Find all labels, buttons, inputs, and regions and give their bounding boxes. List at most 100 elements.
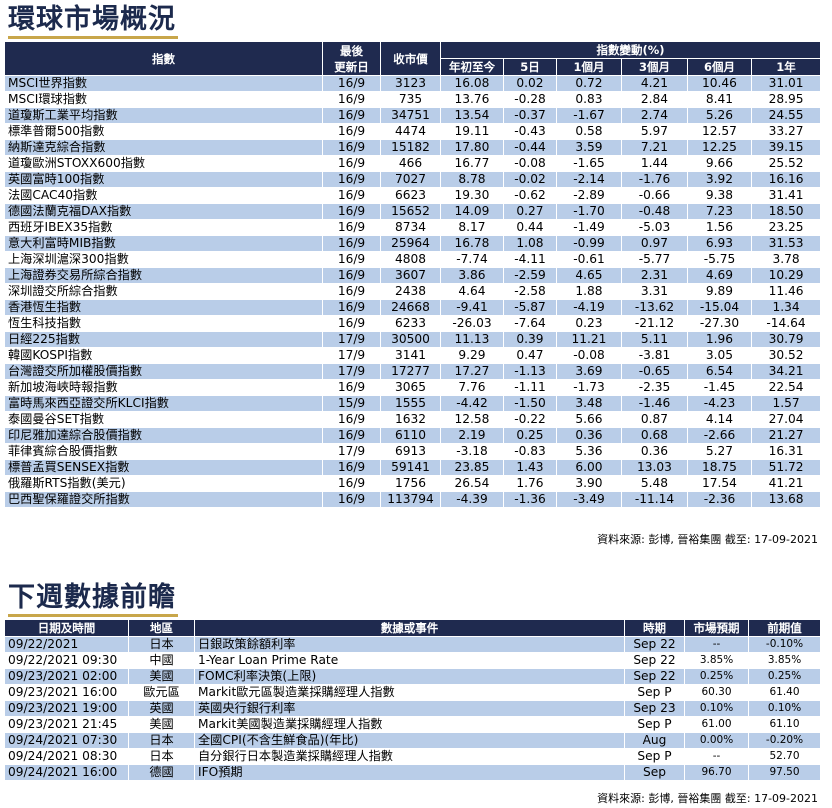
change-value: -4.11 (503, 251, 557, 268)
index-name: 恆生科技指數 (4, 315, 323, 332)
last-update-date: 17/9 (322, 347, 381, 364)
index-name: 道瓊歐洲STOXX600指數 (4, 155, 323, 172)
change-value: -0.99 (556, 235, 622, 252)
index-name: 深圳證交所綜合指數 (4, 283, 323, 300)
market-source-note: 資料來源: 彭博, 晉裕集團 截至: 17-09-2021 (597, 533, 818, 546)
index-name: 台灣證交所加權股價指數 (4, 363, 323, 380)
change-value: 16.31 (750, 443, 822, 460)
index-name: 道瓊斯工業平均指數 (4, 107, 323, 124)
last-update-date: 16/9 (322, 379, 381, 396)
change-value: 0.27 (503, 203, 557, 220)
event-forecast: 96.70 (684, 764, 749, 781)
event-forecast: -- (684, 748, 749, 765)
header-change-group: 指數變動(%) (439, 41, 822, 59)
event-period: Sep P (624, 716, 685, 733)
change-value: 0.97 (621, 235, 688, 252)
index-name: 西班牙IBEX35指數 (4, 219, 323, 236)
close-value: 6623 (380, 187, 441, 204)
change-value: 0.87 (621, 411, 688, 428)
change-value: 13.54 (440, 107, 504, 124)
change-value: 4.64 (440, 283, 504, 300)
change-value: 19.11 (440, 123, 504, 140)
change-value: -7.74 (440, 251, 504, 268)
table-row: 標準普爾500指數 16/9 4474 19.11 -0.43 0.58 5.97 12.57… (4, 123, 822, 140)
event-forecast: 61.00 (684, 716, 749, 733)
event-previous: 97.50 (748, 764, 821, 781)
table-row: 09/24/2021 08:30 日本 自分銀行日本製造業採購經理人指數 Sep P-… (4, 748, 821, 765)
table-row: 台灣證交所加權股價指數 17/9 17277 17.27 -1.13 3.69 -0.65 6… (4, 363, 822, 380)
change-value: -4.23 (687, 395, 752, 412)
change-value: 28.95 (750, 91, 822, 108)
change-value: 8.41 (687, 91, 752, 108)
index-name: 富時馬來西亞證交所KLCI指數 (4, 395, 323, 412)
change-value: 3.86 (440, 267, 504, 284)
change-value: 13.68 (750, 491, 822, 508)
last-update-date: 16/9 (322, 75, 381, 92)
event-datetime: 09/23/2021 21:45 (4, 716, 129, 733)
change-value: 5.36 (556, 443, 622, 460)
close-value: 735 (380, 91, 441, 108)
change-value: 7.76 (440, 379, 504, 396)
last-update-date: 16/9 (322, 475, 381, 492)
event-region: 德國 (128, 764, 195, 781)
table-row: 泰國曼谷SET指數 16/9 1632 12.58 -0.22 5.66 0.87 4.14 2… (4, 411, 822, 428)
change-value: -5.87 (503, 299, 557, 316)
last-update-date: 16/9 (322, 219, 381, 236)
change-value: 3.31 (621, 283, 688, 300)
table-row: 巴西聖保羅證交所指數 16/9 113794 -4.39 -1.36 -3.49 -11.1… (4, 491, 822, 508)
change-value: 2.74 (621, 107, 688, 124)
change-value: 1.76 (503, 475, 557, 492)
table-row: 法國CAC40指數 16/9 6623 19.30 -0.62 -2.89 -0.66 9.3… (4, 187, 822, 204)
change-value: -26.03 (440, 315, 504, 332)
change-value: -2.36 (687, 491, 752, 508)
change-value: 24.55 (750, 107, 822, 124)
change-value: 30.79 (750, 331, 822, 348)
change-value: -0.37 (503, 107, 557, 124)
change-value: 4.21 (621, 75, 688, 92)
last-update-date: 16/9 (322, 187, 381, 204)
change-value: 23.85 (440, 459, 504, 476)
header-period-1: 5日 (503, 58, 557, 76)
change-value: -2.66 (687, 427, 752, 444)
change-value: 8.78 (440, 171, 504, 188)
change-value: 16.78 (440, 235, 504, 252)
change-value: -1.36 (503, 491, 557, 508)
change-value: -1.73 (556, 379, 622, 396)
change-value: 6.54 (687, 363, 752, 380)
change-value: 5.26 (687, 107, 752, 124)
table-row: 英國富時100指數 16/9 7027 8.78 -0.02 -2.14 -1.76 3.92… (4, 171, 822, 188)
change-value: 1.43 (503, 459, 557, 476)
change-value: 17.27 (440, 363, 504, 380)
change-value: 31.53 (750, 235, 822, 252)
index-name: MSCI世界指數 (4, 75, 323, 92)
table-row: 俄羅斯RTS指數(美元) 16/9 1756 26.54 1.76 3.90 5.48 17.… (4, 475, 822, 492)
change-value: 0.72 (556, 75, 622, 92)
change-value: 7.21 (621, 139, 688, 156)
event-region: 日本 (128, 636, 195, 653)
event-name: 日銀政策餘額利率 (194, 636, 625, 653)
event-previous: 0.10% (748, 700, 821, 717)
last-update-date: 17/9 (322, 363, 381, 380)
event-name: 自分銀行日本製造業採購經理人指數 (194, 748, 625, 765)
change-value: 10.29 (750, 267, 822, 284)
header-period-2: 1個月 (556, 58, 622, 76)
event-datetime: 09/24/2021 08:30 (4, 748, 129, 765)
index-name: 菲律賓綜合股價指數 (4, 443, 323, 460)
event-region: 英國 (128, 700, 195, 717)
change-value: -0.66 (621, 187, 688, 204)
change-value: 1.88 (556, 283, 622, 300)
close-value: 24668 (380, 299, 441, 316)
change-value: 3.59 (556, 139, 622, 156)
last-update-date: 16/9 (322, 283, 381, 300)
close-value: 6110 (380, 427, 441, 444)
market-overview-title: 環球市場概況 (8, 4, 178, 39)
table-row: 上海深圳滬深300指數 16/9 4808 -7.74 -4.11 -0.61 -5.77-… (4, 251, 822, 268)
change-value: 27.04 (750, 411, 822, 428)
header-region: 地區 (128, 619, 195, 637)
index-name: 納斯達克綜合指數 (4, 139, 323, 156)
header-datetime: 日期及時間 (4, 619, 129, 637)
change-value: -4.42 (440, 395, 504, 412)
table-row: 標普孟買SENSEX指數 16/9 59141 23.85 1.43 6.00 13.03 1… (4, 459, 822, 476)
event-region: 日本 (128, 732, 195, 749)
change-value: 5.97 (621, 123, 688, 140)
